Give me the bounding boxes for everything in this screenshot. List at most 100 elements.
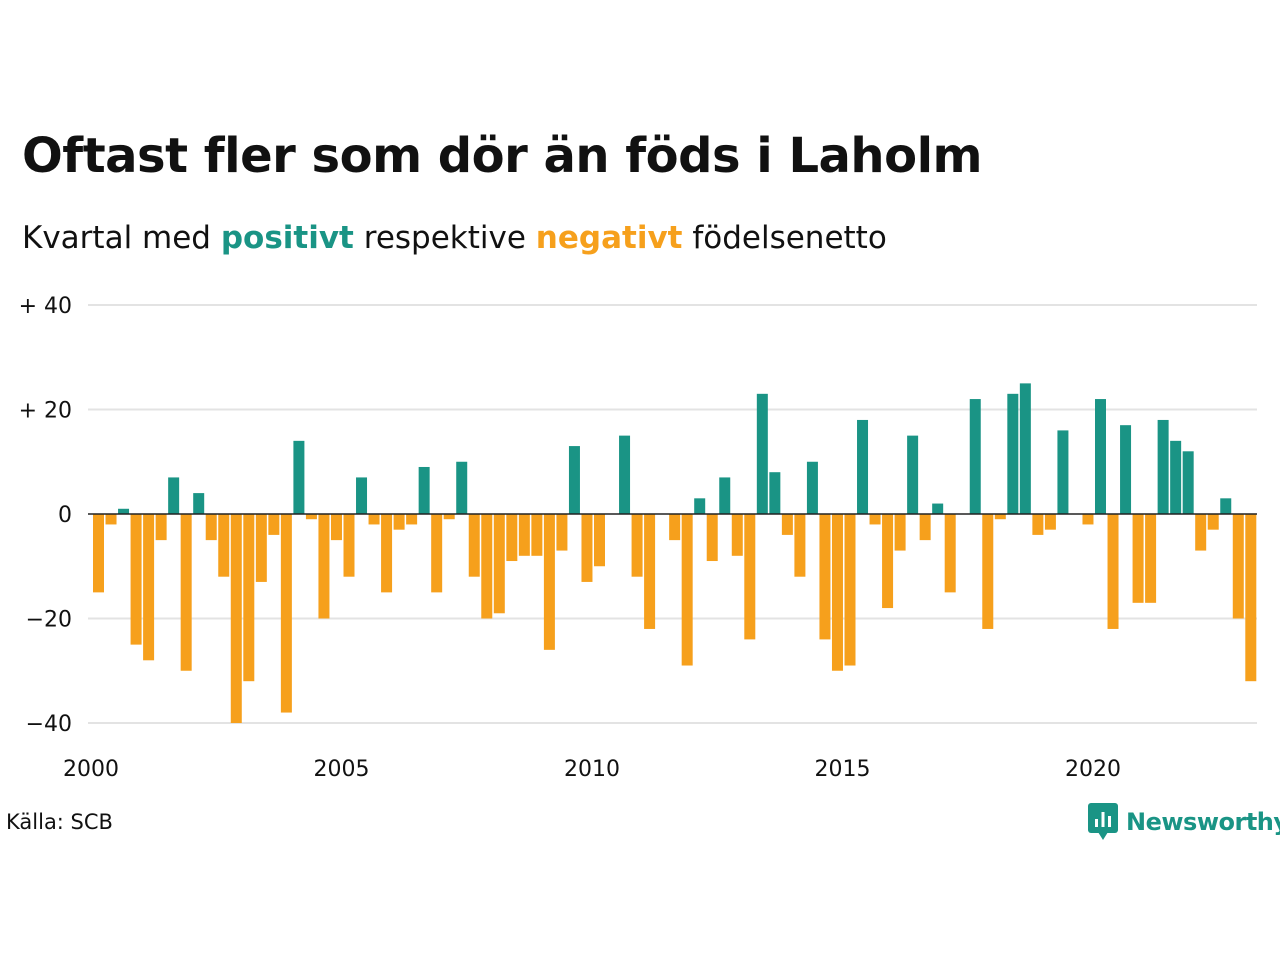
bar <box>794 514 806 577</box>
bar <box>456 461 468 514</box>
bar <box>568 446 580 514</box>
bar <box>1195 514 1207 551</box>
bar <box>543 514 555 650</box>
bar <box>894 514 906 551</box>
bar <box>356 477 368 514</box>
bar <box>193 493 205 514</box>
bar <box>1157 419 1169 514</box>
bar <box>857 419 869 514</box>
bar <box>694 498 706 514</box>
bar-chart: + 40 + 20 0 −20 −40 2000 2005 2010 2015 2020 <box>19 294 1257 782</box>
y-tick-label: −40 <box>26 712 72 737</box>
chart-title: Oftast fler som dör än föds i Laholm <box>22 128 983 184</box>
subtitle-suffix: födelsenetto <box>692 220 887 256</box>
bar <box>631 514 643 577</box>
bar <box>418 466 430 514</box>
bar <box>230 514 242 723</box>
y-tick-label: + 40 <box>19 294 72 319</box>
bar <box>869 514 881 525</box>
source-note: Källa: SCB <box>6 810 113 834</box>
bar <box>243 514 255 682</box>
bar <box>1095 399 1106 514</box>
bar <box>1007 393 1019 514</box>
bar <box>1044 514 1056 530</box>
bar <box>831 514 843 671</box>
bar <box>268 514 280 535</box>
x-tick-label: 2010 <box>564 757 620 782</box>
bar <box>781 514 793 535</box>
bar <box>719 477 731 514</box>
bar <box>318 514 330 619</box>
x-axis-ticks: 2000 2005 2010 2015 2020 <box>63 757 1121 782</box>
bar <box>381 514 393 593</box>
subtitle-middle: respektive <box>363 220 526 256</box>
bar <box>218 514 230 577</box>
bar <box>819 514 831 640</box>
x-tick-label: 2000 <box>63 757 119 782</box>
bar <box>130 514 142 645</box>
x-tick-label: 2020 <box>1065 757 1121 782</box>
y-tick-label: + 20 <box>19 399 72 424</box>
bar <box>556 514 568 551</box>
bar <box>1019 383 1031 514</box>
bar <box>644 514 656 629</box>
bar <box>1132 514 1144 603</box>
bar <box>255 514 267 582</box>
bar <box>882 514 894 609</box>
bar <box>481 514 493 619</box>
bar <box>1170 440 1182 514</box>
bar <box>1207 514 1219 530</box>
bar <box>180 514 192 671</box>
bar <box>1145 514 1157 603</box>
bar <box>393 514 405 530</box>
bar <box>368 514 380 525</box>
bar <box>168 477 180 514</box>
bars <box>93 383 1257 723</box>
bar <box>844 514 856 666</box>
bar <box>431 514 443 593</box>
bar <box>305 514 317 520</box>
brand-name: Newsworthy <box>1126 808 1280 836</box>
bar <box>994 514 1006 520</box>
newsworthy-logo-icon <box>1088 803 1118 840</box>
x-tick-label: 2015 <box>815 757 871 782</box>
bar <box>681 514 693 666</box>
bar <box>1220 498 1232 514</box>
subtitle-positive: positivt <box>220 220 354 256</box>
y-tick-label: 0 <box>58 503 72 528</box>
bar <box>731 514 743 556</box>
bar <box>330 514 342 541</box>
bar <box>1082 514 1094 525</box>
bar <box>1107 514 1119 629</box>
bar <box>619 435 631 514</box>
bar <box>406 514 418 525</box>
x-tick-label: 2005 <box>314 757 370 782</box>
bar <box>932 503 944 514</box>
bar <box>581 514 593 582</box>
bar <box>756 393 768 514</box>
bar <box>744 514 756 640</box>
bar <box>1182 451 1194 514</box>
bar <box>669 514 681 541</box>
bar <box>343 514 355 577</box>
bar <box>105 514 117 525</box>
bar <box>518 514 530 556</box>
bar <box>907 435 919 514</box>
bar <box>1032 514 1044 535</box>
bar <box>1245 514 1257 682</box>
subtitle-negative: negativt <box>535 220 683 256</box>
bar <box>1120 425 1132 514</box>
bar <box>280 514 292 713</box>
bar <box>944 514 956 593</box>
bar <box>506 514 518 562</box>
bar <box>806 461 818 514</box>
bar <box>1057 430 1069 514</box>
bar <box>205 514 217 541</box>
bar <box>293 440 305 514</box>
bar <box>769 472 781 514</box>
bar <box>143 514 155 661</box>
brand-logo: Newsworthy <box>1088 803 1280 841</box>
bar <box>531 514 543 556</box>
chart-subtitle: Kvartal med positivt respektive negativt… <box>22 220 887 256</box>
bar <box>919 514 931 541</box>
